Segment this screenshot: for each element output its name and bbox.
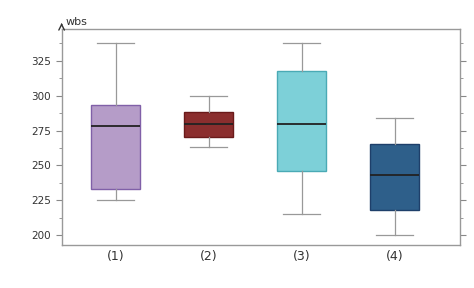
Bar bbox=[371, 145, 419, 210]
Bar bbox=[184, 112, 233, 137]
Text: wbs: wbs bbox=[65, 17, 88, 27]
Bar bbox=[277, 71, 326, 171]
Bar bbox=[91, 105, 140, 189]
